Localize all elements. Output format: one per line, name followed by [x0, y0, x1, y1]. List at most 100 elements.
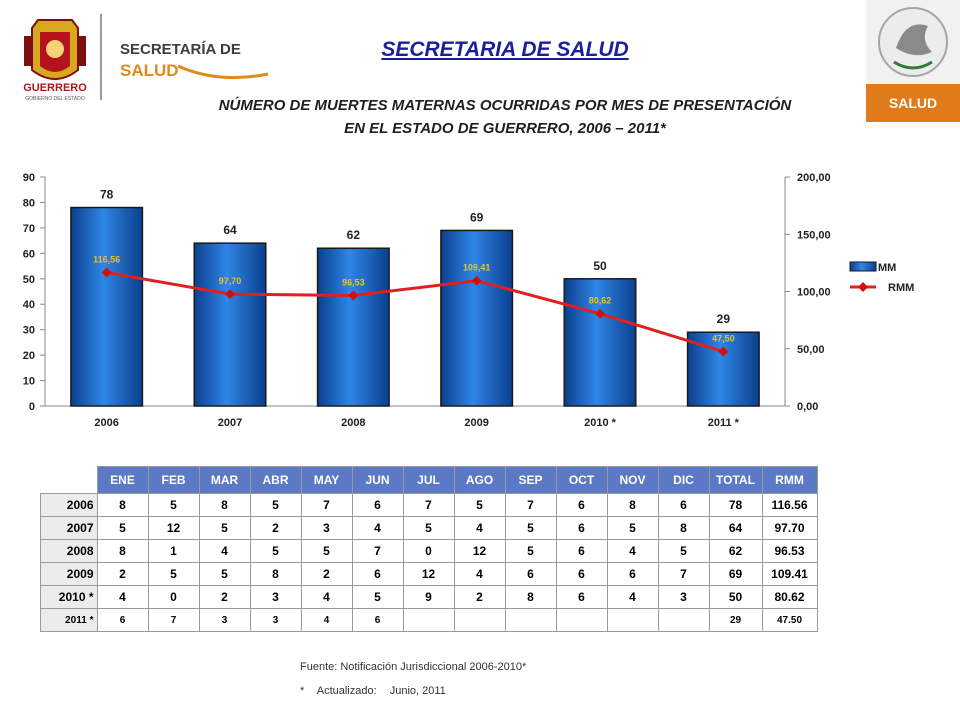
table-cell: 5: [402, 516, 455, 540]
table-cell: 5: [249, 539, 302, 563]
table-cell: 62: [708, 539, 763, 563]
table-header-cell: FEB: [147, 466, 200, 494]
table-cell: 29: [708, 608, 763, 632]
table-cell: 3: [657, 585, 710, 609]
left-axis-tick-label: 40: [23, 299, 35, 311]
table-cell: 2: [249, 516, 302, 540]
table-cell: 7: [402, 493, 455, 517]
bar-mm: [563, 278, 637, 407]
table-cell: [606, 608, 659, 632]
table-row: 2006 8 5 8 5 7 6 7 5 7 6 8 6 78 116.56: [40, 493, 818, 517]
mexican-eagle-seal-icon: SALUD: [866, 7, 960, 122]
table-cell: [453, 608, 506, 632]
table-header-cell: OCT: [555, 466, 608, 494]
bar-mm: [440, 229, 514, 407]
maternal-deaths-chart: 0 10 20 30 40 50 60 70 80 90 0,00 50,00 100,00 150,00…: [23, 172, 915, 429]
table-row-label: 2010 *: [40, 585, 98, 609]
table-cell: 6: [351, 493, 404, 517]
x-axis-tick-label: 2010 *: [584, 417, 617, 429]
left-axis-tick-label: 90: [23, 172, 35, 184]
point-rmm: [471, 275, 482, 286]
table-cell: 6: [555, 516, 608, 540]
right-axis-tick-label: 200,00: [797, 172, 831, 184]
point-rmm: [718, 346, 729, 357]
table-header-cell: SEP: [504, 466, 557, 494]
table-cell: 6: [606, 562, 659, 586]
table-cell: 5: [657, 539, 710, 563]
right-axis-tick-label: 50,00: [797, 344, 825, 356]
table-cell: 3: [249, 608, 302, 632]
x-axis-tick-label: 2009: [464, 417, 488, 429]
table-cell: 8: [606, 493, 659, 517]
table-header-cell: ABR: [249, 466, 302, 494]
left-axis-tick-label: 60: [23, 248, 35, 260]
bar-value-label: 29: [717, 312, 731, 326]
right-axis-tick-label: 0,00: [797, 401, 818, 413]
table-cell: [504, 608, 557, 632]
right-axis-tick-label: 150,00: [797, 229, 831, 241]
page-title: SECRETARIA DE SALUD: [381, 38, 629, 61]
table-cell: 4: [300, 608, 353, 632]
table-cell: 4: [198, 539, 251, 563]
table-cell: 8: [198, 493, 251, 517]
table-cell: [657, 608, 710, 632]
table-cell: 5: [147, 493, 200, 517]
table-row: 2008 8 1 4 5 5 7 0 12 5 6 4 5 62 96.53: [40, 539, 818, 563]
point-value-label: 80,62: [589, 296, 612, 306]
secretaria-logo-line2: SALUD: [120, 61, 179, 80]
table-cell: 5: [147, 562, 200, 586]
table-cell: 5: [300, 539, 353, 563]
point-rmm: [101, 267, 112, 278]
table-cell: 6: [555, 493, 608, 517]
table-header-cell: ENE: [96, 466, 149, 494]
table-header-cell: RMM: [761, 466, 818, 494]
table-cell: 6: [504, 562, 557, 586]
table-cell: 8: [657, 516, 710, 540]
point-rmm: [225, 289, 235, 300]
table-cell: [402, 608, 455, 632]
table-cell: 8: [96, 539, 149, 563]
chart-title: NÚMERO DE MUERTES MATERNAS OCURRIDAS POR…: [160, 94, 850, 140]
point-value-label: 47,50: [712, 334, 735, 344]
salud-logo-label: SALUD: [889, 95, 937, 111]
table-cell: 8: [96, 493, 149, 517]
x-axis-tick-label: 2006: [94, 417, 118, 429]
point-value-label: 109,41: [463, 263, 491, 273]
left-axis-tick-label: 30: [23, 325, 35, 337]
table-cell: 7: [147, 608, 200, 632]
monthly-deaths-table: ENE FEB MAR ABR MAY JUN JUL AGO SEP OCT NOV DIC TOTA…: [40, 466, 818, 632]
table-cell: 5: [96, 516, 149, 540]
table-header-cell: MAR: [198, 466, 251, 494]
point-value-label: 96,53: [342, 277, 365, 287]
left-axis-tick-label: 50: [23, 274, 35, 286]
table-cell: 5: [453, 493, 506, 517]
point-rmm: [348, 290, 359, 301]
table-cell: 97.70: [761, 516, 818, 540]
table-header-cell: JUL: [402, 466, 455, 494]
table-cell: [555, 608, 608, 632]
bar-value-label: 78: [100, 188, 114, 202]
table-cell: 0: [147, 585, 200, 609]
secretaria-logo-line1: SECRETARÍA DE: [120, 41, 241, 58]
left-axis-tick-label: 10: [23, 376, 35, 388]
x-axis-tick-label: 2007: [218, 417, 242, 429]
table-cell: 8: [249, 562, 302, 586]
table-cell: 109.41: [761, 562, 818, 586]
table-cell: 2: [453, 585, 506, 609]
bar-value-label: 64: [223, 223, 237, 237]
x-axis-tick-label: 2008: [341, 417, 365, 429]
table-cell: 4: [453, 516, 506, 540]
table-header-cell: TOTAL: [708, 466, 763, 494]
table-cell: 5: [504, 516, 557, 540]
table-cell: 4: [351, 516, 404, 540]
table-cell: 4: [453, 562, 506, 586]
table-cell: 78: [708, 493, 763, 517]
table-cell: 0: [402, 539, 455, 563]
table-row-label: 2006: [40, 493, 98, 517]
legend-mm-swatch: [849, 261, 877, 272]
table-cell: 7: [504, 493, 557, 517]
table-cell: 6: [555, 585, 608, 609]
table-cell: 5: [504, 539, 557, 563]
table-cell: 4: [300, 585, 353, 609]
table-cell: 12: [453, 539, 506, 563]
